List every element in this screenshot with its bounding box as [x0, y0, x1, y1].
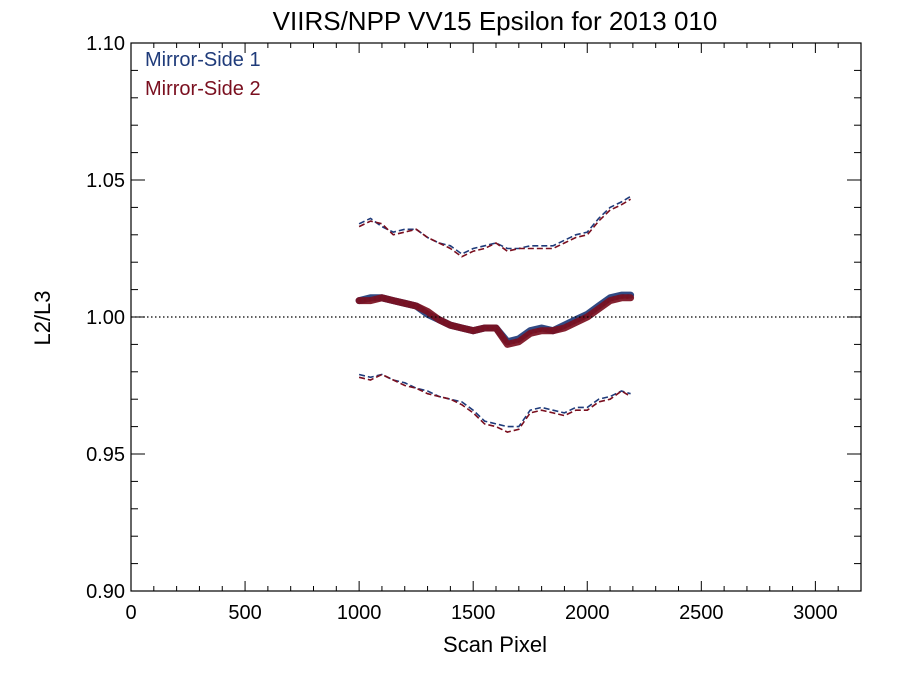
x-tick-label: 0: [125, 602, 136, 624]
y-tick-label: 1.05: [86, 170, 125, 192]
x-tick-label: 1500: [451, 602, 496, 624]
y-tick-label: 1.10: [86, 33, 125, 55]
legend-entry-mirror-side-1: Mirror-Side 1: [145, 49, 261, 71]
y-tick-label: 0.95: [86, 444, 125, 466]
legend: Mirror-Side 1 Mirror-Side 2: [145, 49, 261, 100]
x-tick-label: 2000: [565, 602, 610, 624]
legend-entry-mirror-side-2: Mirror-Side 2: [145, 78, 261, 100]
y-axis-title: L2/L3: [30, 290, 55, 345]
y-tick-label: 0.90: [86, 581, 125, 603]
x-tick-label: 3000: [793, 602, 838, 624]
y-axis-ticks: 0.90 0.95 1.00 1.05 1.10: [86, 33, 861, 603]
mirror-side-2-upper-line: [358, 198, 632, 258]
x-axis-ticks: 0 500 1000 1500 2000 2500 3000: [125, 43, 839, 624]
x-tick-label: 500: [228, 602, 261, 624]
x-tick-label: 1000: [337, 602, 382, 624]
x-tick-label: 2500: [679, 602, 724, 624]
mirror-side-2-lower-line: [358, 373, 632, 433]
chart-title: VIIRS/NPP VV15 Epsilon for 2013 010: [273, 6, 718, 36]
y-tick-label: 1.00: [86, 307, 125, 329]
mirror-side-1-upper-line: [358, 195, 632, 255]
mirror-side-2-mean-line: [355, 294, 635, 348]
mirror-side-1-lower-line: [358, 373, 631, 428]
x-axis-title: Scan Pixel: [443, 632, 547, 657]
series-layer: [355, 195, 635, 433]
